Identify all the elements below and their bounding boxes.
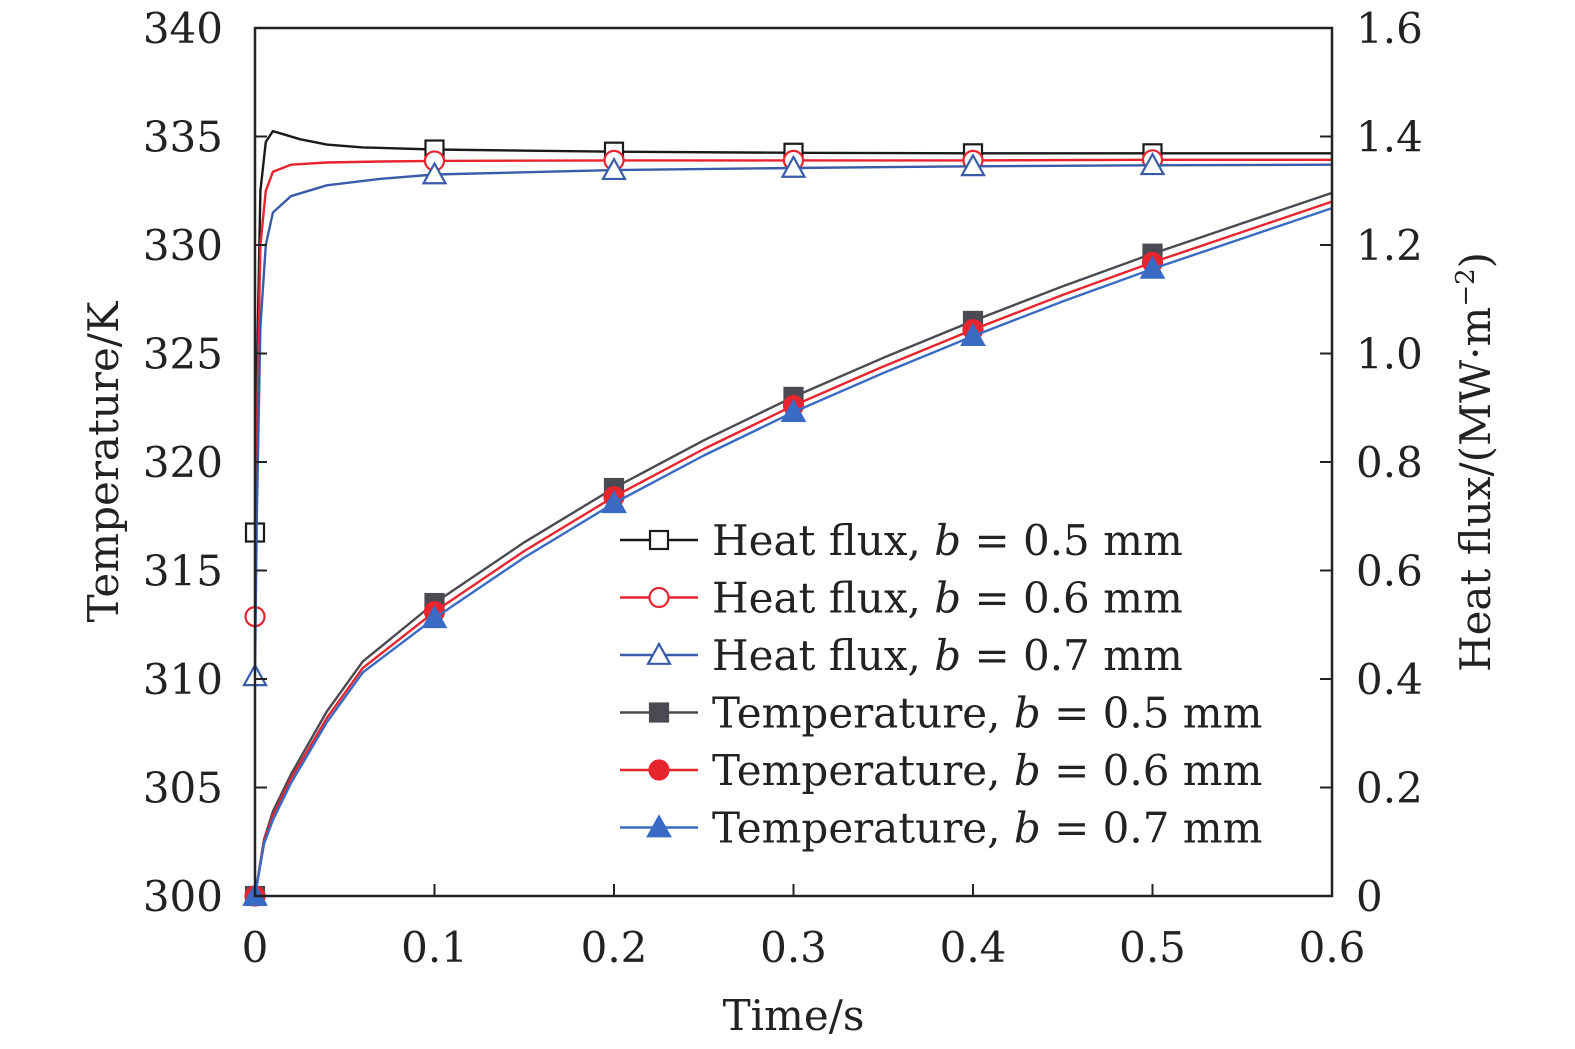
x-tick-label: 0 [242, 923, 269, 972]
data-point [601, 156, 627, 181]
data-point [648, 702, 670, 723]
legend-label-prefix: Heat flux, [712, 516, 934, 565]
y-left-tick-label: 325 [143, 330, 223, 379]
legend-entry: Heat flux, b = 0.7 mm [620, 631, 1183, 680]
y-right-tick-label: 1.6 [1356, 4, 1423, 53]
data-point [648, 586, 670, 609]
y-right-tick-label: 0 [1356, 872, 1383, 921]
y-right-tick-label: 0.2 [1356, 764, 1423, 813]
legend-entry: Heat flux, b = 0.5 mm [620, 516, 1183, 565]
data-point [648, 529, 670, 551]
series-1 [244, 129, 1332, 543]
data-point [1139, 151, 1166, 176]
legend-label-prefix: Temperature, [712, 689, 1014, 738]
series-line [253, 158, 1332, 617]
legend-label-prefix: Heat flux, [712, 631, 934, 680]
series-3 [242, 151, 1333, 687]
y-right-tick-label: 0.4 [1356, 655, 1423, 704]
legend-label-suffix: = 0.6 mm [961, 574, 1183, 623]
data-point [646, 814, 672, 838]
x-tick-label: 0.6 [1299, 923, 1366, 972]
y-left-tick-label: 320 [143, 438, 223, 487]
x-tick-label: 0.5 [1119, 923, 1186, 972]
series-line [253, 129, 1332, 533]
legend-label: Heat flux, b = 0.5 mm [712, 516, 1183, 565]
legend-label-variable: b [934, 631, 961, 680]
legend-entry: Temperature, b = 0.6 mm [620, 746, 1262, 795]
legend-entry: Temperature, b = 0.5 mm [620, 689, 1262, 738]
data-point [1139, 255, 1166, 279]
y-right-tick-label: 1.2 [1356, 221, 1423, 270]
y-axis-right-label-exponent: −2 [1451, 268, 1481, 306]
data-point [648, 759, 670, 781]
legend-label: Temperature, b = 0.7 mm [712, 804, 1262, 853]
data-point [601, 489, 627, 514]
legend-label: Temperature, b = 0.5 mm [712, 689, 1262, 738]
legend-label-prefix: Temperature, [712, 746, 1014, 795]
x-tick-label: 0.4 [940, 923, 1007, 972]
data-point [646, 641, 672, 665]
data-point [960, 153, 986, 177]
data-point [960, 322, 986, 347]
legend-label-suffix: = 0.5 mm [961, 516, 1183, 565]
x-axis-label: Time/s [723, 991, 865, 1040]
legend-label: Heat flux, b = 0.7 mm [712, 631, 1183, 680]
legend-label-variable: b [1014, 689, 1041, 738]
data-point [421, 604, 448, 629]
y-right-tick-label: 0.6 [1356, 547, 1423, 596]
y-left-tick-label: 305 [143, 764, 223, 813]
legend-entry: Temperature, b = 0.7 mm [620, 804, 1262, 853]
y-right-tick-label: 1.0 [1356, 330, 1423, 379]
y-left-tick-label: 330 [143, 221, 223, 270]
legend-label-suffix: = 0.5 mm [1041, 689, 1263, 738]
legend-label-variable: b [934, 574, 961, 623]
y-axis-right-label-close: ) [1451, 252, 1500, 268]
legend-label-variable: b [1014, 746, 1041, 795]
x-tick-label: 0.3 [760, 923, 827, 972]
data-point [780, 154, 807, 178]
x-tick-label: 0.1 [401, 923, 468, 972]
data-point [780, 398, 807, 422]
y-axis-right-label: Heat flux/(MW·m−2) [1451, 252, 1500, 672]
legend-label-variable: b [1014, 804, 1041, 853]
y-left-tick-label: 335 [143, 113, 223, 162]
legend-label-suffix: = 0.7 mm [1041, 804, 1263, 853]
legend-label-suffix: = 0.7 mm [961, 631, 1183, 680]
y-left-tick-label: 300 [143, 872, 223, 921]
y-left-tick-label: 315 [143, 547, 223, 596]
y-axis-right-label-main: Heat flux/(MW·m [1451, 307, 1500, 672]
legend-label-prefix: Temperature, [712, 804, 1014, 853]
y-axis-left-label: Temperature/K [79, 300, 128, 622]
legend-label-variable: b [934, 516, 961, 565]
legend-label-suffix: = 0.6 mm [1041, 746, 1263, 795]
axis-ticks: 0 0.1 0.2 0.3 0.4 0.5 0.6 300 305 310 315 320 325 330… [143, 4, 1423, 972]
y-left-tick-label: 340 [143, 4, 223, 53]
y-right-tick-label: 0.8 [1356, 438, 1423, 487]
legend-label-prefix: Heat flux, [712, 574, 934, 623]
legend-label: Heat flux, b = 0.6 mm [712, 574, 1183, 623]
series-line [253, 163, 1333, 677]
legend-entry: Heat flux, b = 0.6 mm [620, 574, 1183, 623]
legend-label: Temperature, b = 0.6 mm [712, 746, 1262, 795]
data-point [421, 161, 448, 185]
x-tick-label: 0.2 [581, 923, 648, 972]
y-left-tick-label: 310 [143, 655, 223, 704]
y-right-tick-label: 1.4 [1356, 113, 1423, 162]
